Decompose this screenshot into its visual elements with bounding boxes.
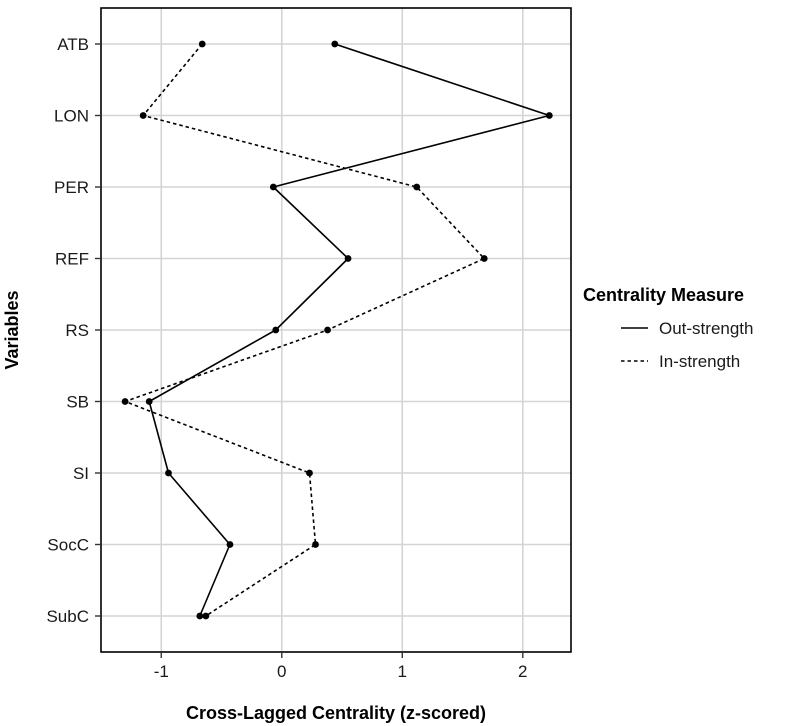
data-point xyxy=(165,469,172,477)
data-point xyxy=(226,541,234,548)
data-point xyxy=(413,183,421,191)
legend: Centrality Measure Out-strength In-streng… xyxy=(583,285,754,371)
data-point xyxy=(480,255,488,262)
data-point xyxy=(306,469,313,477)
data-point xyxy=(312,541,319,548)
series-layer xyxy=(121,40,553,620)
data-point xyxy=(545,112,553,119)
y-tick-label: LON xyxy=(54,107,89,126)
legend-label: Out-strength xyxy=(659,319,754,338)
data-point xyxy=(196,612,204,620)
data-point xyxy=(145,398,153,405)
data-point xyxy=(202,612,210,620)
data-point xyxy=(324,326,331,334)
data-point xyxy=(344,255,352,262)
y-tick-label: SI xyxy=(73,464,89,483)
y-tick-label: SubC xyxy=(46,607,89,626)
y-tick-label: ATB xyxy=(57,35,89,54)
y-tick-label: SB xyxy=(66,393,89,412)
data-point xyxy=(139,112,147,119)
data-point xyxy=(272,326,280,334)
y-tick-label: PER xyxy=(54,178,89,197)
x-tick-label: -1 xyxy=(154,662,169,681)
y-tick-label: SocC xyxy=(47,536,89,555)
y-tick-label: REF xyxy=(55,250,89,269)
data-point xyxy=(121,398,129,405)
x-tick-label: 0 xyxy=(277,662,286,681)
data-point xyxy=(269,183,277,191)
x-tick-label: 2 xyxy=(518,662,527,681)
data-point xyxy=(198,40,206,48)
legend-title: Centrality Measure xyxy=(583,285,744,305)
y-axis-title: Variables xyxy=(2,290,22,369)
grid-layer xyxy=(101,8,571,652)
legend-label: In-strength xyxy=(659,352,740,371)
y-tick-label: RS xyxy=(65,321,89,340)
x-axis-title: Cross-Lagged Centrality (z-scored) xyxy=(186,703,486,723)
axis-layer: -1 0 1 2 ATB LON PER REF RS SB SI SocC SubC xyxy=(46,35,527,681)
data-point xyxy=(331,40,339,48)
x-tick-label: 1 xyxy=(398,662,407,681)
